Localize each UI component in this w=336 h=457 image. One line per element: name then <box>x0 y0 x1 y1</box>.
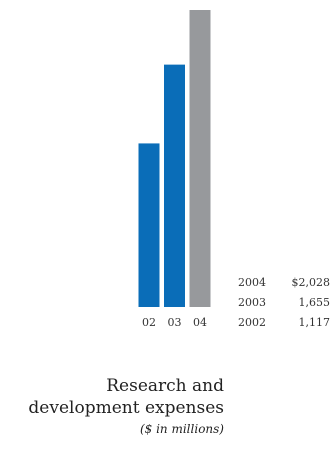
chart-units: ($ in millions) <box>139 422 224 436</box>
value-amount: 1,117 <box>298 316 331 329</box>
value-year: 2004 <box>238 276 266 289</box>
value-amount: 1,655 <box>298 296 331 309</box>
value-year: 2002 <box>238 316 266 329</box>
bar-02 <box>138 143 160 307</box>
x-tick-label: 04 <box>193 316 207 329</box>
x-tick-label: 02 <box>142 316 156 329</box>
bars-group <box>138 10 211 308</box>
value-row-2003: 2003 1,655 <box>238 293 330 313</box>
bar-04 <box>189 10 211 307</box>
value-amount: $2,028 <box>291 276 331 289</box>
value-table: 2004 $2,028 2003 1,655 2002 1,117 <box>238 273 330 333</box>
tick-labels-group: 02 03 04 <box>142 316 207 329</box>
x-tick-label: 03 <box>168 316 182 329</box>
value-year: 2003 <box>238 296 266 309</box>
bar-03 <box>164 64 185 308</box>
value-row-2004: 2004 $2,028 <box>238 273 330 293</box>
value-row-2002: 2002 1,117 <box>238 313 330 333</box>
bar-chart: 02 03 04 <box>138 10 211 329</box>
chart-title: Research and development expenses <box>28 376 224 418</box>
